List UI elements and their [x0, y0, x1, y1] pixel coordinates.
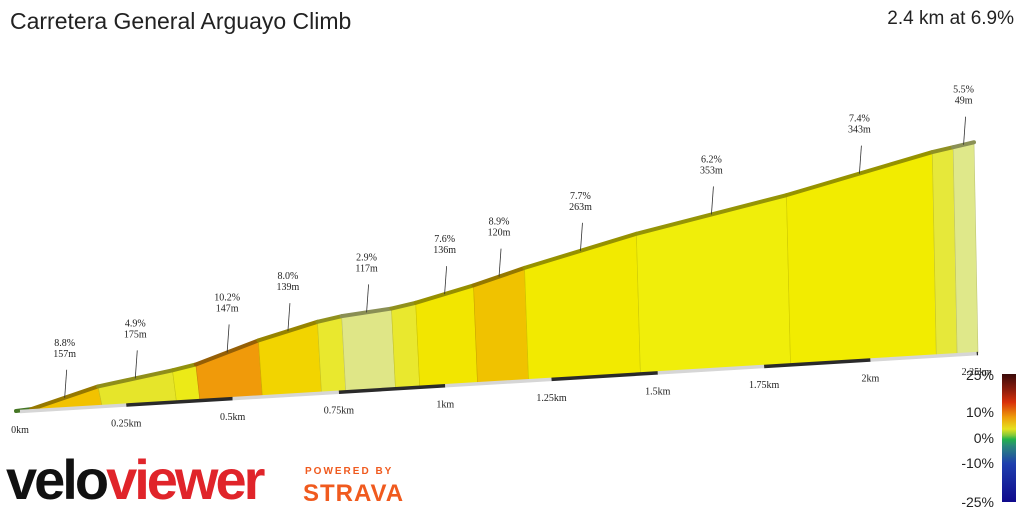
- axis-tick-label-1: 0.25km: [111, 419, 142, 430]
- axis-band-3: [338, 384, 446, 394]
- segment-14: [932, 146, 958, 356]
- strava-logo[interactable]: STRAVA: [303, 480, 405, 507]
- axis-tick-label-5: 1.25km: [536, 393, 567, 404]
- segment-7: [341, 308, 396, 392]
- segment-length-label-2: 175m: [124, 329, 147, 340]
- segment-gradient-label-4: 10.2%: [214, 292, 240, 303]
- segment-13: [786, 151, 937, 365]
- segment-8: [391, 302, 421, 389]
- segment-length-label-12: 353m: [700, 165, 723, 176]
- segment-label-leader-2: [134, 350, 138, 379]
- axis-band-6: [657, 364, 765, 375]
- segment-label-leader-5: [287, 303, 291, 332]
- segment-10: [473, 267, 529, 384]
- segment-label-leader-11: [580, 222, 583, 251]
- segment-gradient-label-11: 7.7%: [570, 191, 591, 202]
- segment-gradient-label-12: 6.2%: [701, 154, 722, 165]
- segment-12: [636, 194, 791, 374]
- segment-top-edge-13: [784, 150, 935, 198]
- gradient-scale-bar: [1002, 374, 1016, 502]
- segment-layer: [14, 140, 979, 413]
- segment-gradient-label-5: 8.0%: [278, 271, 299, 282]
- segment-top-edge-6: [315, 314, 344, 324]
- segment-5: [258, 321, 322, 397]
- segment-label-leader-10: [498, 248, 502, 277]
- segment-label-leader-13: [859, 145, 862, 174]
- axis-band-5: [551, 371, 658, 382]
- scale-label-minus-10: -10%: [961, 455, 994, 471]
- axis-tick-label-9: 2.25km: [962, 367, 993, 378]
- segment-length-label-4: 147m: [216, 303, 239, 314]
- climb-summary: 2.4 km at 6.9%: [887, 8, 1014, 29]
- axis-tick-label-3: 0.75km: [324, 406, 355, 417]
- page-title: Carretera General Arguayo Climb: [10, 8, 352, 34]
- segment-11: [524, 233, 641, 381]
- segment-4: [195, 340, 263, 401]
- segment-gradient-label-7: 2.9%: [356, 252, 377, 263]
- segment-label-leader-9: [444, 266, 448, 295]
- axis-band-7: [764, 358, 871, 369]
- segment-length-label-1: 157m: [53, 349, 76, 360]
- segment-length-label-10: 120m: [488, 228, 511, 239]
- axis-band-0: [19, 403, 127, 414]
- segment-length-label-11: 263m: [569, 202, 592, 213]
- segment-length-label-7: 117m: [355, 263, 378, 274]
- segment-length-label-5: 139m: [277, 282, 300, 293]
- segment-label-leader-12: [711, 186, 714, 215]
- segment-15: [952, 141, 979, 355]
- axis-tick-label-6: 1.5km: [645, 386, 671, 397]
- segment-length-label-15: 49m: [955, 96, 973, 107]
- label-layer: 8.8%157m 4.9%175m 10.2%147m 8.0%139m 2.9%117…: [53, 85, 974, 398]
- logo-viewer: viewer: [106, 448, 265, 511]
- segment-length-label-9: 136m: [433, 245, 456, 256]
- segment-gradient-label-10: 8.9%: [489, 217, 510, 228]
- axis-tick-label-7: 1.75km: [749, 380, 780, 391]
- scale-label-0: 0%: [973, 430, 994, 446]
- axis-tick-label-0: 0km: [11, 425, 29, 436]
- axis-band-8: [870, 351, 977, 362]
- segment-label-leader-4: [226, 324, 230, 353]
- logo-velo: velo: [6, 448, 109, 511]
- segment-length-label-13: 343m: [848, 125, 871, 136]
- segment-top-edge-14: [930, 145, 956, 155]
- axis-band-4: [445, 377, 552, 388]
- segment-top-edge-8: [389, 300, 418, 311]
- veloviewer-logo[interactable]: veloviewer: [6, 452, 265, 508]
- axis-band-2: [232, 390, 340, 401]
- distance-axis: 0km 0.25km 0.5km 0.75km 1km 1.25km 1.5km 1.75km…: [11, 351, 993, 436]
- segment-top-edge-3: [170, 362, 198, 373]
- axis-tick-label-8: 2km: [862, 374, 880, 385]
- segment-top-edge-7: [339, 306, 394, 319]
- axis-band-1: [126, 396, 233, 407]
- segment-label-leader-7: [366, 284, 369, 313]
- segment-2: [97, 369, 177, 407]
- segment-label-leader-1: [64, 369, 68, 398]
- axis-tick-label-2: 0.5km: [220, 412, 246, 423]
- segment-gradient-label-13: 7.4%: [849, 114, 870, 125]
- scale-label-10: 10%: [965, 404, 994, 420]
- segment-top-edge-11: [522, 231, 639, 270]
- powered-by-label: POWERED BY: [305, 466, 394, 477]
- segment-gradient-label-15: 5.5%: [953, 85, 974, 96]
- segment-label-leader-15: [963, 116, 966, 145]
- segment-gradient-label-1: 8.8%: [54, 338, 75, 349]
- segment-gradient-label-9: 7.6%: [434, 234, 455, 245]
- segment-gradient-label-2: 4.9%: [125, 318, 146, 329]
- scale-label-25: 25%: [965, 367, 994, 383]
- axis-tick-label-4: 1km: [436, 399, 454, 410]
- segment-6: [317, 315, 347, 394]
- scale-label-minus-25: -25%: [961, 494, 994, 510]
